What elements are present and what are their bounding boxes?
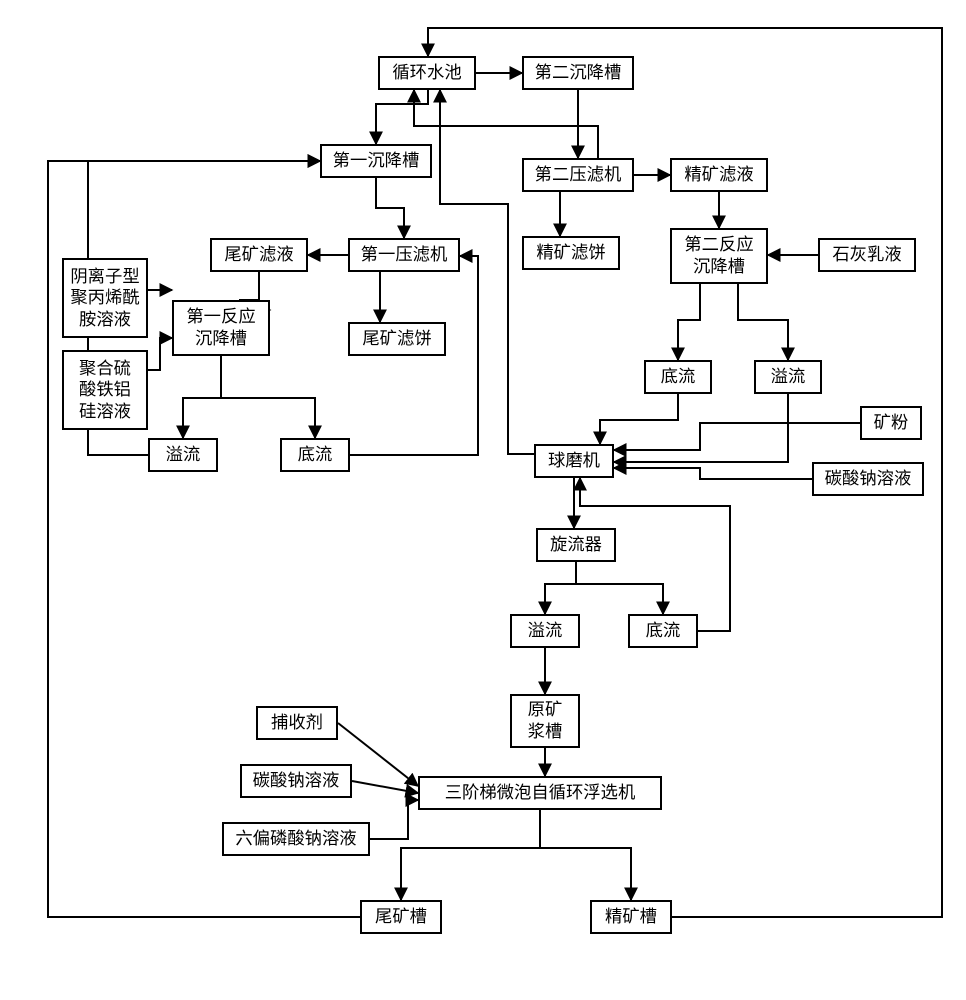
edge-14	[738, 284, 788, 360]
node-tail-tank: 尾矿槽	[360, 900, 442, 934]
edge-36	[440, 90, 534, 454]
edge-13	[678, 284, 700, 360]
node-collector: 捕收剂	[256, 706, 338, 740]
edge-3	[376, 178, 404, 238]
node-react-sed-1: 第一反应 沉降槽	[172, 300, 270, 356]
node-sed-tank-1: 第一沉降槽	[320, 144, 432, 178]
edge-33	[540, 848, 631, 900]
edge-0	[376, 90, 428, 144]
edge-24	[545, 562, 576, 614]
node-ore-powder: 矿粉	[860, 406, 922, 440]
flow-edges	[0, 0, 966, 1000]
node-react-sed-2: 第二反应 沉降槽	[670, 228, 768, 284]
edge-12	[148, 338, 172, 370]
edge-15	[183, 356, 221, 438]
node-cyc-underflow: 底流	[628, 614, 698, 648]
node-overflow-2: 溢流	[754, 360, 822, 394]
edge-20	[614, 394, 788, 462]
node-anionic-pam: 阴离子型 聚丙烯酰 胺溶液	[62, 258, 148, 338]
node-lime-milk: 石灰乳液	[818, 238, 916, 272]
node-poly-fe-al-si: 聚合硫 酸铁铝 硅溶液	[62, 350, 148, 430]
node-overflow-1: 溢流	[148, 438, 218, 472]
node-sed-tank-2: 第二沉降槽	[522, 56, 634, 90]
edge-16	[221, 398, 315, 438]
node-conc-filtrate: 精矿滤液	[670, 158, 768, 192]
node-raw-slurry: 原矿 浆槽	[510, 694, 580, 748]
edge-30	[352, 781, 418, 793]
node-conc-cake: 精矿滤饼	[522, 236, 620, 270]
node-tail-filtrate: 尾矿滤液	[210, 238, 308, 272]
node-soda-sol-1: 碳酸钠溶液	[812, 462, 924, 496]
node-recycle-pool: 循环水池	[378, 56, 476, 90]
node-conc-tank: 精矿槽	[590, 900, 672, 934]
edge-21	[614, 423, 860, 450]
node-flotation: 三阶梯微泡自循环浮选机	[418, 776, 662, 810]
node-cyclone: 旋流器	[536, 528, 616, 562]
node-soda-sol-2: 碳酸钠溶液	[240, 764, 352, 798]
node-filter-press-2: 第二压滤机	[522, 158, 634, 192]
node-cyc-overflow: 溢流	[510, 614, 580, 648]
node-underflow-2: 底流	[644, 360, 712, 394]
node-ball-mill: 球磨机	[534, 444, 614, 478]
edge-31	[370, 800, 418, 839]
node-tail-cake: 尾矿滤饼	[348, 322, 446, 356]
node-shmp-sol: 六偏磷酸钠溶液	[222, 822, 370, 856]
node-underflow-1: 底流	[280, 438, 350, 472]
edge-22	[614, 468, 812, 479]
node-filter-press-1: 第一压滤机	[348, 238, 460, 272]
edge-25	[576, 584, 663, 614]
edge-37	[414, 90, 598, 158]
edge-19	[600, 394, 678, 444]
edge-32	[401, 810, 540, 900]
